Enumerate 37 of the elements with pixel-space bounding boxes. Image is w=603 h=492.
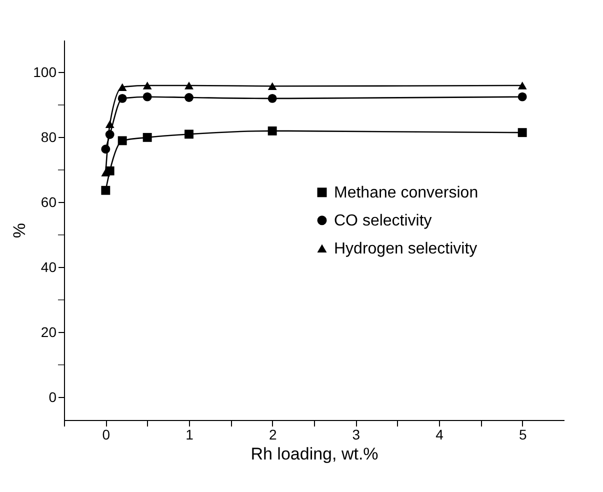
point — [518, 82, 527, 90]
legend-label: Methane conversion — [334, 184, 478, 202]
y-tick-label: 20 — [40, 324, 57, 340]
point — [518, 92, 527, 102]
point — [268, 126, 277, 136]
point — [268, 94, 277, 103]
point — [184, 93, 194, 102]
y-tick-label: 100 — [33, 64, 57, 80]
legend-label: CO selectivity — [334, 212, 432, 230]
point — [101, 186, 110, 195]
x-tick-label: 5 — [518, 426, 527, 442]
point — [105, 130, 114, 139]
y-tick-label: 60 — [40, 194, 57, 210]
point — [118, 94, 127, 103]
y-tick-label: 40 — [40, 258, 57, 275]
point — [184, 82, 194, 90]
point — [518, 128, 527, 138]
x-tick-label: 3 — [352, 426, 360, 442]
x-tick-label: 4 — [436, 426, 444, 442]
y-axis-title: % — [10, 222, 30, 238]
point — [105, 120, 114, 128]
y-tick-label: 0 — [48, 388, 57, 405]
legend-label: Hydrogen selectivity — [334, 240, 478, 258]
x-tick-label: 1 — [186, 426, 194, 442]
point — [142, 132, 152, 142]
point — [101, 144, 110, 154]
y-tick-label: 80 — [40, 128, 57, 145]
point — [118, 83, 127, 91]
point — [142, 92, 152, 102]
x-axis-title: Rh loading, wt.% — [250, 444, 378, 464]
point — [101, 168, 110, 176]
point — [118, 136, 127, 146]
x-tick-label: 0 — [102, 426, 110, 442]
point — [142, 82, 152, 90]
point — [268, 82, 277, 90]
point — [184, 130, 194, 139]
x-tick-label: 2 — [268, 426, 277, 442]
